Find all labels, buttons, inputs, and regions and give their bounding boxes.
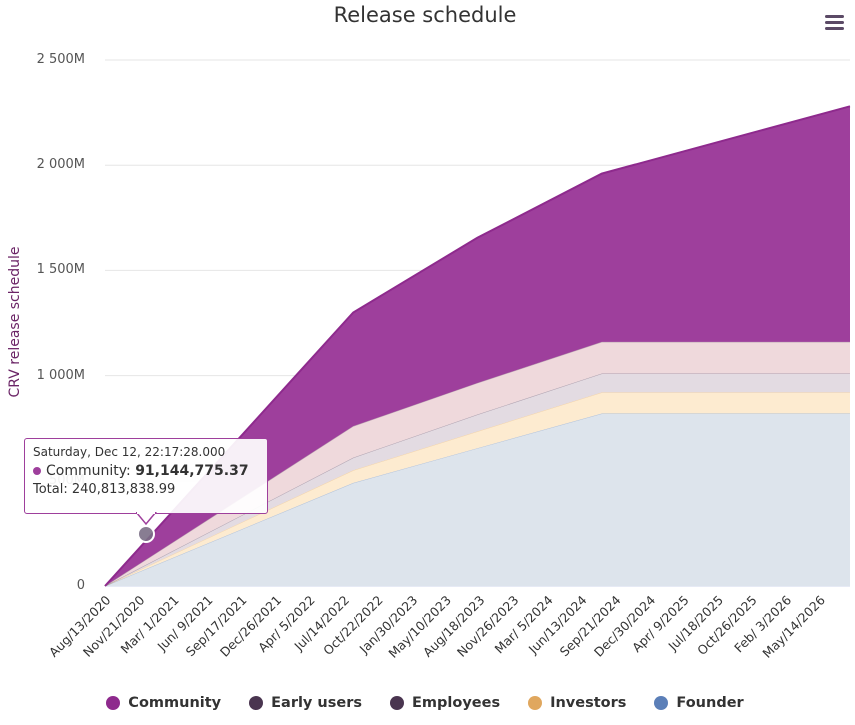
- y-tick-label: 1 000M: [36, 367, 85, 383]
- tooltip-series-dot: [33, 467, 41, 475]
- tooltip-pointer: [136, 512, 157, 526]
- hover-point: [137, 525, 155, 543]
- legend-label: Employees: [412, 695, 501, 711]
- legend-label: Early users: [271, 695, 363, 711]
- chart-title: Release schedule: [333, 3, 517, 27]
- legend-marker-icon: [654, 696, 669, 710]
- area-investors: [105, 392, 850, 586]
- legend: Community Early users Employees Investors Fo…: [0, 695, 850, 711]
- y-axis-label: CRV release schedule: [7, 246, 23, 398]
- hover-marker: [137, 525, 155, 543]
- area-community: [105, 106, 850, 587]
- legend-item-founder[interactable]: Founder: [654, 695, 744, 711]
- legend-marker-icon: [106, 696, 121, 710]
- area-series: [104, 105, 851, 587]
- legend-item-early-users[interactable]: Early users: [249, 695, 362, 711]
- y-tick-label: 2 000M: [36, 157, 85, 173]
- y-tick-label: 2 500M: [36, 52, 85, 67]
- line-community: [104, 105, 851, 587]
- legend-label: Founder: [676, 695, 744, 711]
- y-tick-label: 0: [76, 578, 85, 593]
- hamburger-menu-icon[interactable]: [823, 12, 847, 32]
- legend-label: Community: [128, 695, 222, 711]
- legend-marker-icon: [249, 696, 264, 710]
- area-early-users: [105, 341, 850, 586]
- tooltip: Saturday, Dec 12, 22:17:28.000 Community…: [24, 438, 268, 514]
- tooltip-series-name: Community: [46, 463, 127, 479]
- legend-item-community[interactable]: Community: [106, 695, 221, 711]
- tooltip-total: 240,813,838.99: [71, 482, 176, 497]
- area-employees: [105, 373, 850, 586]
- legend-item-employees[interactable]: Employees: [390, 695, 500, 711]
- y-tick-label: 1 500M: [36, 262, 85, 278]
- legend-label: Investors: [550, 695, 627, 711]
- legend-marker-icon: [528, 696, 543, 710]
- tooltip-value: 91,144,775.37: [135, 463, 249, 479]
- area-founder: [105, 413, 850, 586]
- legend-marker-icon: [390, 696, 405, 710]
- tooltip-total-label: Total:: [33, 482, 68, 497]
- tooltip-date: Saturday, Dec 12, 22:17:28.000: [33, 445, 226, 459]
- legend-item-investors[interactable]: Investors: [528, 695, 626, 711]
